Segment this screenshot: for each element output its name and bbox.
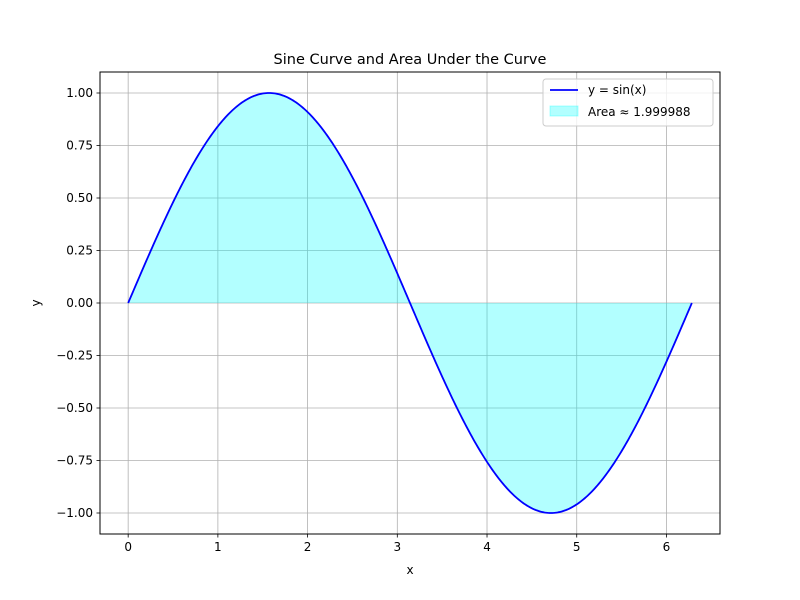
legend: y = sin(x) Area ≈ 1.999988 (542, 78, 714, 127)
y-tick-label: −0.50 (56, 401, 93, 415)
y-tick-label: −0.75 (56, 454, 93, 468)
y-tick-label: 0.25 (66, 244, 93, 258)
y-tick-label: 0.50 (66, 191, 93, 205)
y-tick-label: 0.00 (66, 296, 93, 310)
x-axis-label: x (406, 563, 413, 577)
chart-title: Sine Curve and Area Under the Curve (274, 52, 547, 68)
y-tick-label: 0.75 (66, 139, 93, 153)
x-tick-label: 1 (214, 540, 222, 554)
x-tick-label: 2 (304, 540, 312, 554)
y-tick-label: −0.25 (56, 349, 93, 363)
legend-fill-swatch (549, 105, 579, 117)
x-tick-label: 4 (483, 540, 491, 554)
y-tick-label: 1.00 (66, 86, 93, 100)
y-axis-label: y (29, 299, 43, 306)
x-tick-label: 3 (393, 540, 401, 554)
series-line-layer (127, 92, 693, 514)
sine-curve-line (127, 92, 693, 514)
x-tick-label: 6 (663, 540, 671, 554)
legend-entry-area: Area ≈ 1.999988 (588, 105, 691, 119)
axis-ticks: 0 1 2 3 4 5 6 1.00 0.75 0.50 0.25 0.00 −0.25 −0.50 −0.… (56, 86, 670, 554)
legend-box (542, 78, 714, 127)
legend-entry-line: y = sin(x) (588, 83, 646, 97)
y-tick-label: −1.00 (56, 506, 93, 520)
x-tick-label: 5 (573, 540, 581, 554)
x-tick-label: 0 (124, 540, 132, 554)
